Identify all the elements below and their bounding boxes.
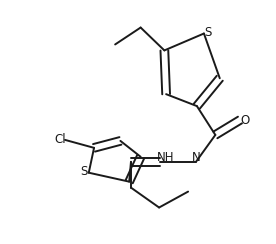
Text: O: O [240, 113, 250, 126]
Text: S: S [81, 165, 88, 178]
Text: NH: NH [156, 151, 174, 164]
Text: Cl: Cl [54, 133, 65, 146]
Text: N: N [192, 151, 200, 164]
Text: S: S [205, 26, 212, 39]
